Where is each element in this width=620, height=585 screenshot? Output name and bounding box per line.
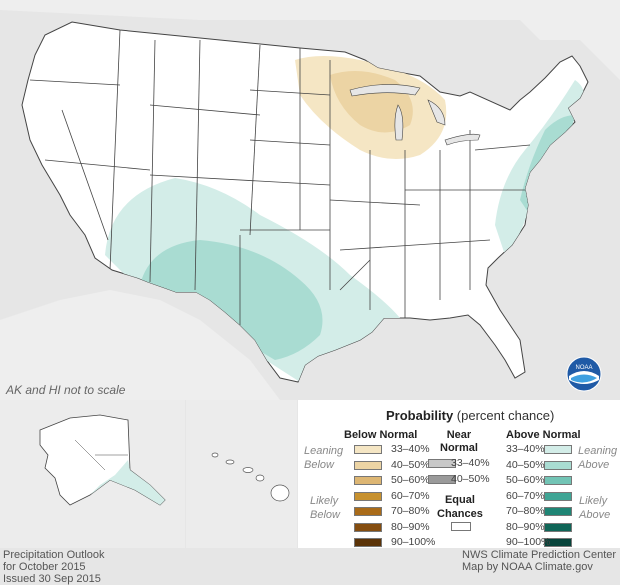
leaning-above-label: Leaning Above (578, 445, 618, 471)
above-normal-swatch-5 (544, 522, 572, 532)
mexico-landmass (0, 290, 280, 400)
below-normal-label-0: 33–40% (391, 443, 430, 455)
below-normal-swatch-2 (354, 476, 382, 485)
footer-product: Precipitation Outlook (3, 549, 105, 561)
near-normal-header: Near Normal (440, 429, 478, 454)
near-normal-swatch-0 (428, 459, 456, 468)
below-normal-label-3: 60–70% (391, 489, 430, 502)
footer-issued: Issued 30 Sep 2015 (3, 573, 101, 585)
above-normal-label-2: 50–60% (506, 474, 545, 486)
below-normal-header: Below Normal (344, 429, 418, 441)
equal-chances-swatch (451, 522, 471, 531)
alaska-borders (74, 439, 128, 471)
near-normal-swatch-1 (428, 474, 456, 484)
equal-chances-label: Equal Chances (437, 494, 483, 520)
below-normal-swatch-3 (354, 491, 382, 501)
footer-strip (0, 548, 620, 585)
above-normal-40-50-texas (140, 240, 323, 360)
lake-michigan (394, 104, 404, 141)
map-note: AK and HI not to scale (6, 383, 126, 397)
below-normal-swatch-6 (354, 538, 382, 547)
footer-credit: Map by NOAA Climate.gov (462, 561, 593, 573)
footer-source: NWS Climate Prediction Center (462, 549, 617, 561)
canada-landmass (0, 0, 620, 80)
above-normal-label-1: 40–50% (506, 458, 545, 471)
above-normal-label-0: 33–40% (506, 443, 545, 455)
near-normal-label-0: 33–40% (451, 457, 490, 469)
below-normal-label-6: 90–100% (391, 536, 436, 548)
above-normal-swatch-1 (544, 460, 572, 470)
likely-above-label: Likely Above (579, 495, 611, 521)
svg-text:NOAA: NOAA (575, 365, 592, 371)
below-normal-swatch-5 (354, 522, 382, 532)
legend-title: Probability (percent chance) (386, 408, 554, 423)
below-normal-swatch-4 (354, 507, 382, 516)
above-normal-label-5: 80–90% (506, 520, 545, 533)
above-normal-header: Above Normal (506, 429, 581, 441)
below-normal-label-2: 50–60% (391, 474, 430, 486)
hawaii-islands (211, 452, 290, 502)
leaning-below-label: Leaning Below (304, 445, 344, 471)
lake-superior (349, 84, 421, 97)
below-normal-label-5: 80–90% (391, 520, 430, 533)
alaska-above-normal-area (90, 460, 165, 505)
legend-title-rest: (percent chance) (453, 408, 555, 423)
above-normal-label-3: 60–70% (506, 489, 545, 502)
above-normal-swatch-3 (544, 491, 572, 501)
above-normal-swatch-2 (544, 476, 572, 485)
below-normal-swatch-0 (354, 445, 382, 454)
above-normal-label-4: 70–80% (506, 505, 545, 517)
above-normal-swatch-0 (544, 445, 572, 454)
noaa-logo: NOAA (566, 356, 602, 392)
above-normal-swatch-6 (544, 538, 572, 547)
noaa-logo-graphic: NOAA (566, 356, 602, 392)
below-normal-label-1: 40–50% (391, 458, 430, 471)
hawaii-inset (186, 400, 297, 548)
near-normal-label-1: 40–50% (451, 472, 490, 485)
below-normal-label-4: 70–80% (391, 505, 430, 517)
lake-erie (444, 133, 481, 146)
lake-huron (427, 99, 446, 126)
state-borders (29, 29, 531, 325)
footer-left: Precipitation Outlook for October 2015 I… (3, 549, 105, 585)
legend-title-bold: Probability (386, 408, 454, 423)
footer-period: for October 2015 (3, 561, 86, 573)
above-normal-swatch-4 (544, 507, 572, 516)
likely-below-label: Likely Below (310, 495, 340, 521)
above-normal-label-6: 90–100% (506, 536, 551, 548)
footer-right: NWS Climate Prediction Center Map by NOA… (462, 549, 616, 573)
below-normal-swatch-1 (354, 460, 382, 470)
